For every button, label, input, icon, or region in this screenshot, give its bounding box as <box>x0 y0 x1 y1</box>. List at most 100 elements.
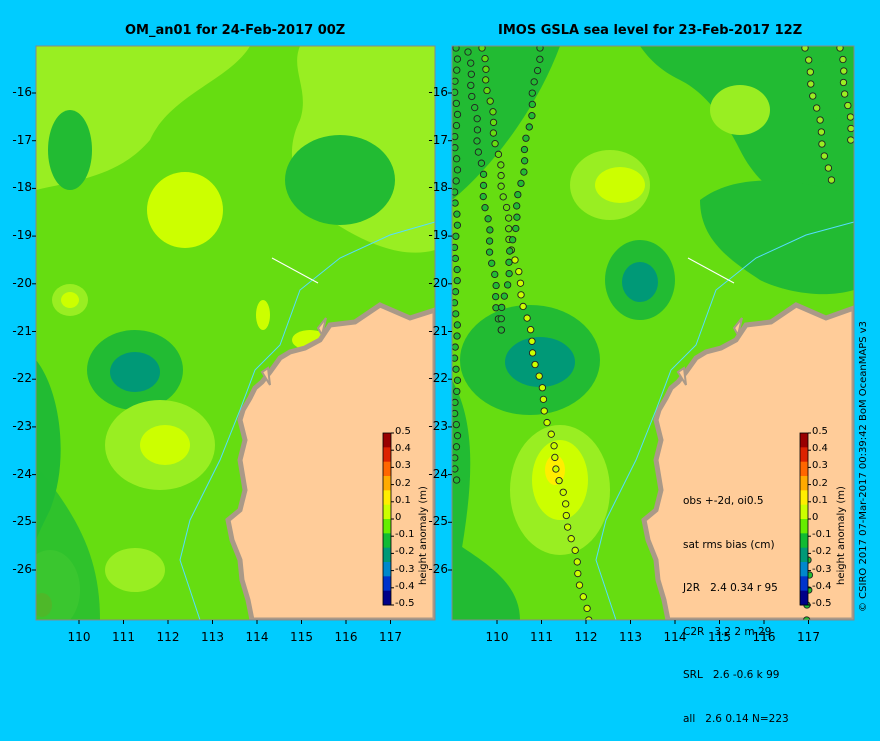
latitude-label: -22 <box>12 371 32 386</box>
observation-marker <box>528 112 536 120</box>
observation-marker <box>485 248 494 256</box>
observation-marker <box>452 288 460 296</box>
right-colorbar <box>799 432 811 606</box>
observation-marker <box>452 398 459 407</box>
observation-marker <box>539 395 548 404</box>
observation-marker <box>491 140 499 148</box>
sea-region-dark <box>48 110 92 190</box>
island <box>732 317 743 338</box>
observation-marker <box>525 123 533 131</box>
observation-marker <box>491 270 499 279</box>
colorbar-label: -0.4 <box>395 580 415 592</box>
observation-marker <box>452 199 459 207</box>
observation-marker <box>575 581 584 589</box>
sea-region-teal <box>110 352 160 392</box>
longitude-label: 111 <box>530 630 553 644</box>
observation-marker <box>846 113 854 121</box>
colorbar-label: 0.4 <box>812 443 828 455</box>
observation-marker <box>520 168 528 176</box>
observation-marker <box>836 46 844 52</box>
observation-marker <box>827 176 836 184</box>
colorbar-label: -0.2 <box>812 546 832 558</box>
colorbar-label: 0.1 <box>395 494 411 506</box>
observation-marker <box>552 465 560 473</box>
observation-marker <box>824 164 833 172</box>
observation-marker <box>483 86 491 95</box>
observation-marker <box>513 202 521 210</box>
shelf-contour <box>595 221 854 620</box>
observation-marker <box>481 204 489 212</box>
observation-marker <box>452 144 459 152</box>
colorbar-swatch <box>383 519 391 534</box>
sea-region-yellow <box>256 300 270 330</box>
left-map-frame <box>35 45 436 621</box>
observation-marker <box>474 148 483 156</box>
observation-marker <box>453 321 461 329</box>
observation-marker <box>516 279 525 287</box>
observation-marker <box>452 99 460 108</box>
stats-box: obs +-2d, oi0.5 sat rms bias (cm) J2R 2.… <box>683 465 789 741</box>
observation-marker <box>839 78 848 87</box>
latitude-label: -16 <box>12 85 32 99</box>
colorbar-swatch <box>800 519 808 534</box>
longitude-label: 113 <box>201 630 224 644</box>
observation-marker <box>485 237 494 245</box>
observation-marker <box>567 535 575 543</box>
observation-marker <box>562 511 570 520</box>
colorbar-swatch <box>383 476 391 491</box>
colorbar-swatch <box>800 504 808 520</box>
observation-marker <box>453 221 462 229</box>
latitude-label: -21 <box>12 323 32 338</box>
observation-marker <box>535 372 543 380</box>
latitude-label: -24 <box>428 466 448 481</box>
longitude-label: 110 <box>67 630 91 644</box>
longitude-label: 113 <box>619 630 642 644</box>
observation-marker <box>528 89 536 97</box>
observation-marker <box>452 177 460 185</box>
observation-marker <box>517 179 525 188</box>
observation-marker <box>503 281 512 289</box>
observation-marker <box>551 453 559 462</box>
latitude-label: -25 <box>428 514 448 529</box>
observation-marker <box>550 442 558 450</box>
island <box>260 366 271 386</box>
longitude-label: 112 <box>156 630 180 644</box>
observation-marker <box>571 546 579 554</box>
observation-marker <box>453 376 462 384</box>
sea-region-dark <box>285 135 395 225</box>
observation-marker <box>505 214 513 222</box>
sea-region-yellow <box>595 167 645 203</box>
observation-marker <box>482 76 490 84</box>
right-colorbar-title: height anomaly (m) <box>836 486 847 585</box>
colorbar-swatch <box>800 461 808 477</box>
observation-marker <box>847 124 854 133</box>
observation-marker <box>484 215 492 223</box>
satellite-tracks <box>452 46 854 620</box>
observation-marker <box>533 66 542 75</box>
observation-marker <box>453 166 462 174</box>
observation-marker <box>844 101 852 110</box>
observation-marker <box>502 203 511 212</box>
colorbar-label: 0.5 <box>395 426 411 437</box>
sea-region-light <box>105 548 165 592</box>
observation-marker <box>531 360 539 369</box>
observation-marker <box>464 48 472 56</box>
observation-marker <box>528 349 537 357</box>
colorbar-swatch <box>800 590 808 606</box>
colorbar-swatch <box>800 562 808 577</box>
latitude-label: -17 <box>12 132 32 147</box>
latitude-label: -23 <box>12 418 32 433</box>
observation-marker <box>497 326 505 334</box>
island <box>676 366 687 386</box>
colorbar-label: 0.1 <box>812 494 828 506</box>
colorbar-swatch <box>383 562 391 577</box>
observation-marker <box>452 420 460 429</box>
observation-marker <box>526 326 535 334</box>
observation-marker <box>452 454 459 462</box>
observation-marker <box>453 265 461 274</box>
colorbar-label: 0.2 <box>395 477 411 489</box>
observation-marker <box>471 103 479 112</box>
colorbar-swatch <box>800 447 808 463</box>
sea-region-teal <box>622 262 658 302</box>
observation-marker <box>452 88 459 96</box>
